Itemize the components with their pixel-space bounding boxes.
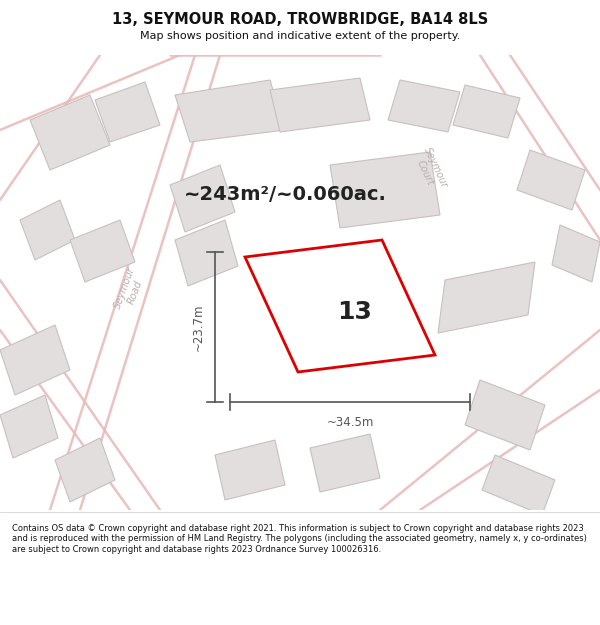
Polygon shape <box>170 165 235 232</box>
Text: ~23.7m: ~23.7m <box>192 303 205 351</box>
Polygon shape <box>215 440 285 500</box>
Polygon shape <box>438 262 535 333</box>
Text: Seymour
Road: Seymour Road <box>112 266 148 314</box>
Polygon shape <box>70 220 135 282</box>
Text: ~34.5m: ~34.5m <box>326 416 374 429</box>
Polygon shape <box>517 150 585 210</box>
Polygon shape <box>453 85 520 138</box>
Polygon shape <box>0 395 58 458</box>
Polygon shape <box>175 220 238 286</box>
Polygon shape <box>175 80 285 142</box>
Polygon shape <box>465 380 545 450</box>
Polygon shape <box>245 240 435 372</box>
Polygon shape <box>310 434 380 492</box>
Polygon shape <box>482 455 555 515</box>
Polygon shape <box>270 78 370 132</box>
Polygon shape <box>552 225 600 282</box>
Polygon shape <box>95 82 160 142</box>
Text: Contains OS data © Crown copyright and database right 2021. This information is : Contains OS data © Crown copyright and d… <box>12 524 587 554</box>
Polygon shape <box>55 438 115 502</box>
Polygon shape <box>330 152 440 228</box>
Polygon shape <box>0 325 70 395</box>
Text: Map shows position and indicative extent of the property.: Map shows position and indicative extent… <box>140 31 460 41</box>
Text: 13, SEYMOUR ROAD, TROWBRIDGE, BA14 8LS: 13, SEYMOUR ROAD, TROWBRIDGE, BA14 8LS <box>112 12 488 27</box>
Polygon shape <box>20 200 75 260</box>
Text: 13: 13 <box>338 300 373 324</box>
Polygon shape <box>388 80 460 132</box>
Polygon shape <box>30 95 110 170</box>
Text: Seymour
Court: Seymour Court <box>411 146 449 194</box>
Text: ~243m²/~0.060ac.: ~243m²/~0.060ac. <box>184 186 386 204</box>
